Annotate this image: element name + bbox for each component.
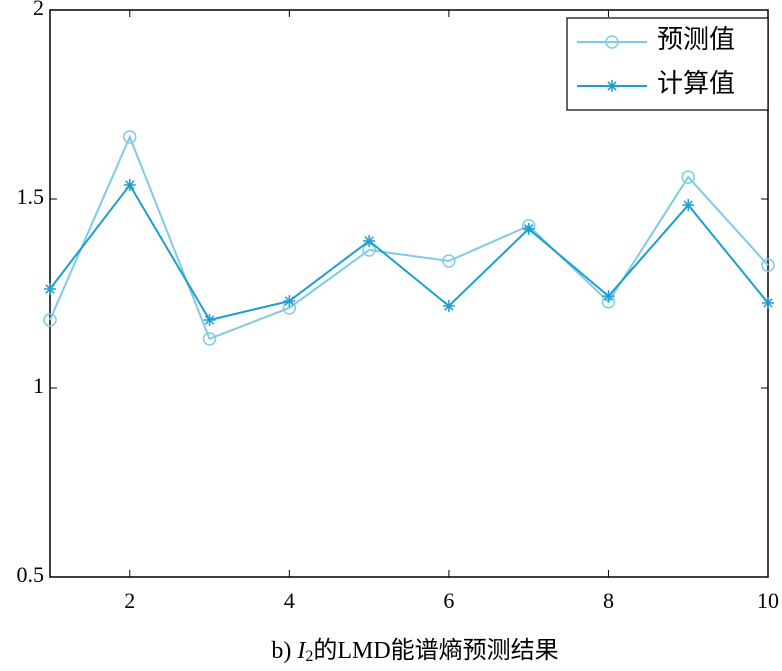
point-stroke bbox=[444, 301, 454, 311]
point bbox=[442, 299, 455, 312]
y-tick-label: 1 bbox=[33, 373, 44, 398]
point bbox=[602, 290, 615, 303]
point bbox=[123, 179, 136, 192]
point bbox=[202, 332, 217, 346]
point-stroke bbox=[523, 224, 534, 234]
y-tick-label: 1.5 bbox=[17, 184, 45, 209]
x-tick-label: 6 bbox=[443, 588, 454, 613]
point-stroke bbox=[364, 236, 374, 246]
x-tick-label: 2 bbox=[124, 588, 135, 613]
point-stroke bbox=[683, 200, 693, 210]
point bbox=[123, 130, 137, 144]
x-tick-label: 8 bbox=[603, 588, 614, 613]
legend-box bbox=[566, 17, 769, 111]
point bbox=[682, 199, 695, 212]
title-prefix: b) bbox=[271, 638, 291, 664]
point bbox=[522, 222, 535, 235]
point-stroke bbox=[603, 291, 614, 301]
point bbox=[762, 296, 774, 309]
y-tick-label: 0.5 bbox=[17, 562, 45, 587]
point bbox=[203, 313, 216, 326]
point-stroke bbox=[125, 180, 135, 190]
point-stroke bbox=[763, 298, 773, 308]
point bbox=[761, 258, 775, 272]
point bbox=[283, 295, 296, 308]
chart-title: b) I2的LMD能谱熵预测结果 bbox=[271, 637, 558, 665]
title-symbol: I bbox=[296, 638, 306, 664]
y-tick-label: 2 bbox=[33, 0, 44, 20]
point-stroke bbox=[204, 315, 215, 325]
legend-label: 预测值 bbox=[657, 25, 735, 54]
point bbox=[681, 170, 695, 184]
point-stroke bbox=[607, 81, 617, 91]
point bbox=[44, 282, 56, 295]
title-text: 的LMD能谱熵预测结果 bbox=[313, 637, 558, 664]
series-line bbox=[49, 183, 769, 322]
x-tick-label: 10 bbox=[757, 588, 779, 613]
point bbox=[43, 313, 57, 327]
point bbox=[442, 254, 456, 268]
x-tick-label: 4 bbox=[284, 588, 295, 613]
point bbox=[605, 35, 619, 49]
series-line bbox=[49, 134, 769, 341]
point bbox=[606, 80, 618, 92]
point-stroke bbox=[45, 284, 55, 294]
point-stroke bbox=[284, 296, 295, 306]
point bbox=[363, 234, 376, 247]
title-subscript: 2 bbox=[305, 648, 313, 665]
legend-label: 计算值 bbox=[657, 69, 735, 98]
